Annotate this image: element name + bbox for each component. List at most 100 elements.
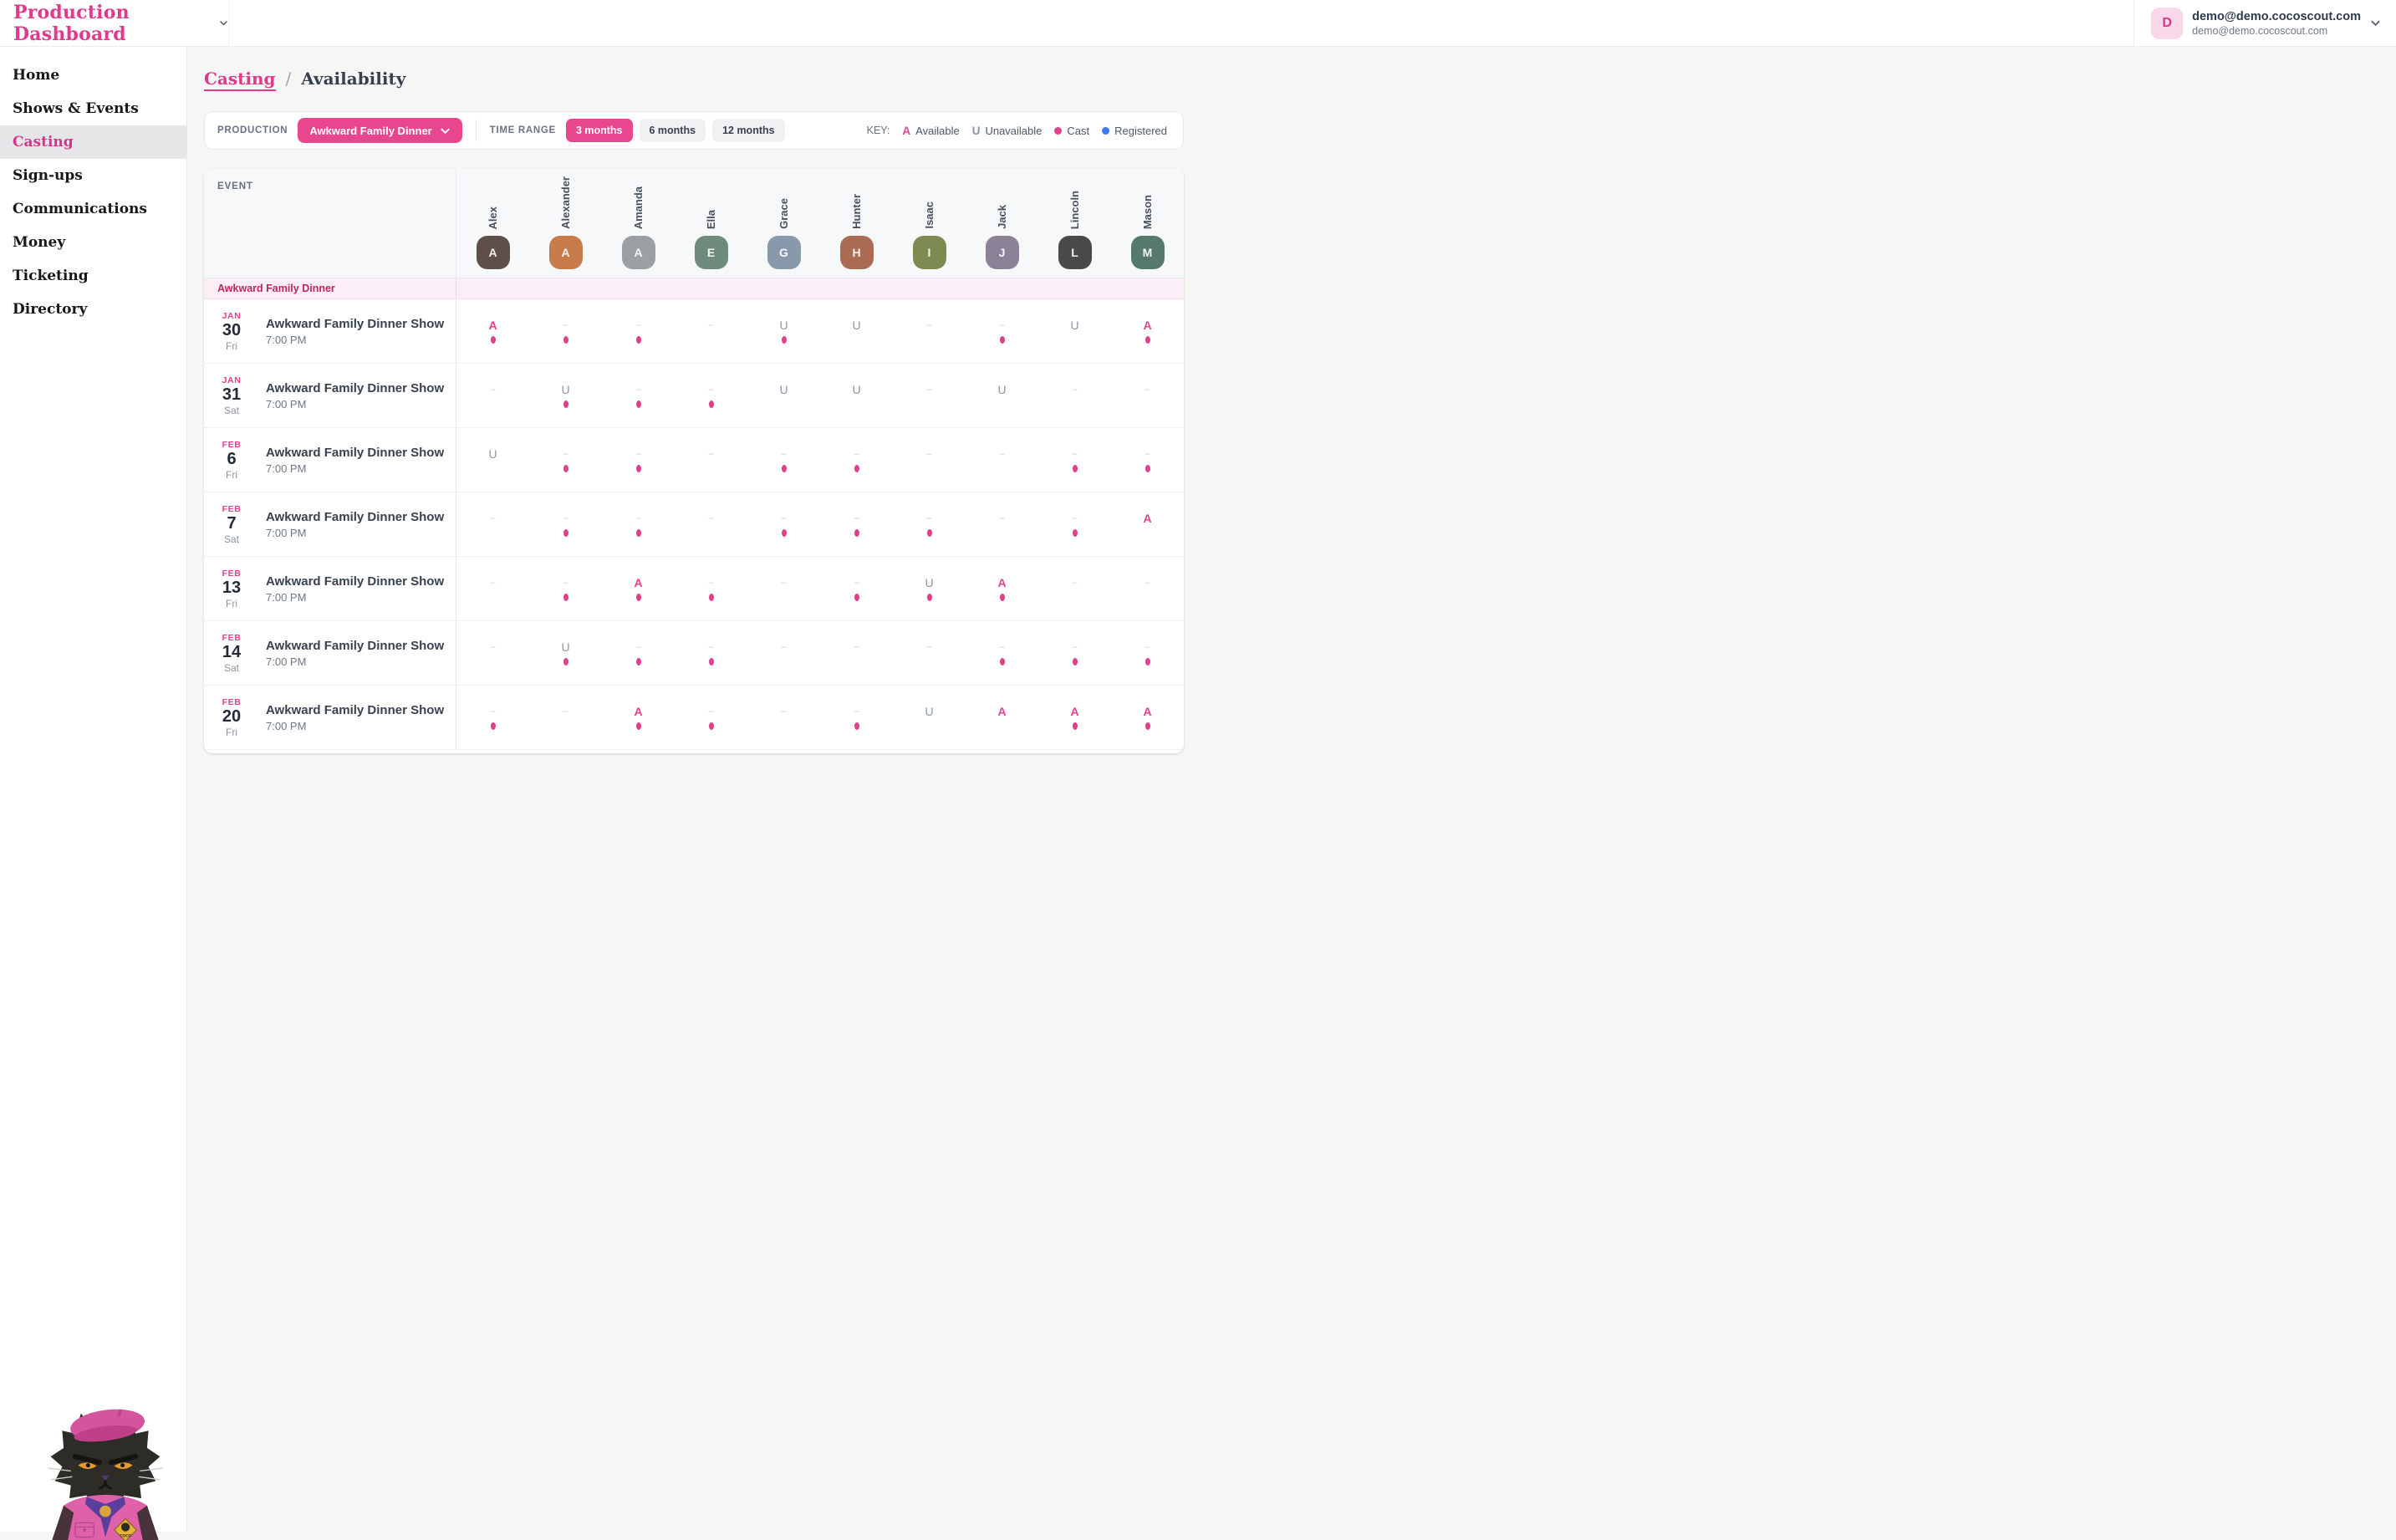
availability-cell: A <box>1111 492 1184 556</box>
event-month: JAN <box>204 311 259 321</box>
availability-status: U <box>561 640 569 654</box>
event-month: FEB <box>204 569 259 579</box>
availability-cell: A <box>602 686 675 749</box>
cast-dot <box>491 336 496 344</box>
availability-status: U <box>779 383 788 396</box>
availability-status: A <box>488 319 497 332</box>
sidebar-item-ticketing[interactable]: Ticketing <box>0 259 186 293</box>
availability-cell: – <box>675 299 747 363</box>
availability-status: – <box>708 512 713 525</box>
availability-status: A <box>1143 705 1151 718</box>
cast-dot <box>563 594 568 601</box>
sidebar-item-shows-events[interactable]: Shows & Events <box>0 92 186 125</box>
sidebar-item-money[interactable]: Money <box>0 226 186 259</box>
avatar: J <box>986 236 1019 269</box>
cast-dot <box>854 594 859 601</box>
event-day: 7 <box>204 514 259 533</box>
time-range-6-months[interactable]: 6 months <box>640 119 706 142</box>
availability-status: U <box>561 383 569 396</box>
cast-dot <box>782 465 787 472</box>
availability-cell: – <box>456 686 529 749</box>
sidebar-item-directory[interactable]: Directory <box>0 293 186 326</box>
time-range-12-months[interactable]: 12 months <box>712 119 785 142</box>
production-section-title: Awkward Family Dinner <box>204 278 456 298</box>
availability-status: – <box>926 447 931 461</box>
availability-status: – <box>854 640 859 654</box>
user-email: demo@demo.cocoscout.com <box>2192 25 2361 37</box>
time-range-3-months[interactable]: 3 months <box>566 119 633 142</box>
event-weekday: Sat <box>204 533 259 545</box>
availability-status: U <box>852 319 860 332</box>
filter-bar: PRODUCTION Awkward Family Dinner TIME RA… <box>204 111 1184 150</box>
legend-item-cast: Cast <box>1054 125 1089 137</box>
event-day: 20 <box>204 707 259 727</box>
person-name: Isaac <box>923 201 935 229</box>
availability-cell: – <box>966 299 1038 363</box>
event-time: 7:00 PM <box>266 591 444 604</box>
availability-cell: – <box>1038 492 1111 556</box>
event-weekday: Fri <box>204 340 259 352</box>
availability-status: – <box>999 319 1004 332</box>
availability-cell: – <box>456 621 529 685</box>
availability-cell: – <box>820 686 893 749</box>
user-menu[interactable]: D demo@demo.cocoscout.com demo@demo.coco… <box>2133 0 2396 46</box>
availability-status: – <box>708 447 713 461</box>
sidebar-item-home[interactable]: Home <box>0 59 186 92</box>
cast-dot <box>709 658 714 665</box>
availability-cell: U <box>1038 299 1111 363</box>
availability-status: A <box>1143 319 1151 332</box>
availability-status: – <box>1072 447 1077 461</box>
availability-cell: – <box>747 621 820 685</box>
availability-status: A <box>1143 512 1151 525</box>
chevron-down-icon[interactable] <box>219 18 228 28</box>
availability-cell: U <box>456 428 529 492</box>
person-name: Ella <box>705 210 717 229</box>
cast-dot <box>1145 336 1150 344</box>
brand-area: Production Dashboard <box>0 0 229 46</box>
chevron-down-icon[interactable] <box>2370 18 2381 28</box>
availability-status: – <box>926 512 931 525</box>
sidebar-item-casting[interactable]: Casting <box>0 125 186 159</box>
availability-status: – <box>999 640 1004 654</box>
sidebar-item-communications[interactable]: Communications <box>0 192 186 226</box>
avatar: G <box>767 236 801 269</box>
availability-cell: – <box>1038 364 1111 427</box>
person-name: Alex <box>487 207 499 229</box>
event-day: 30 <box>204 321 259 340</box>
breadcrumb-separator: / <box>286 69 292 89</box>
availability-cell: U <box>893 686 966 749</box>
event-month: JAN <box>204 375 259 385</box>
availability-cell: – <box>747 686 820 749</box>
breadcrumb-casting-link[interactable]: Casting <box>204 69 276 91</box>
availability-cell: – <box>602 364 675 427</box>
availability-cell: U <box>529 364 602 427</box>
svg-text:COCO: COCO <box>120 1534 131 1539</box>
legend-dot <box>1102 127 1109 135</box>
time-range-label: TIME RANGE <box>490 125 556 135</box>
cast-dot <box>563 400 568 408</box>
event-month: FEB <box>204 697 259 707</box>
production-select[interactable]: Awkward Family Dinner <box>298 118 461 143</box>
top-bar: Production Dashboard D demo@demo.cocosco… <box>0 0 2396 47</box>
availability-status: – <box>1072 640 1077 654</box>
app-title[interactable]: Production Dashboard <box>13 2 212 45</box>
sidebar-item-sign-ups[interactable]: Sign-ups <box>0 159 186 192</box>
event-month: FEB <box>204 504 259 514</box>
availability-cell: A <box>1038 686 1111 749</box>
avatar: E <box>695 236 728 269</box>
availability-cell: – <box>675 557 747 620</box>
availability-cell: – <box>893 492 966 556</box>
availability-status: – <box>781 576 786 589</box>
cast-dot <box>1000 594 1005 601</box>
availability-cell: U <box>820 299 893 363</box>
availability-cell: – <box>602 492 675 556</box>
availability-status: U <box>852 383 860 396</box>
